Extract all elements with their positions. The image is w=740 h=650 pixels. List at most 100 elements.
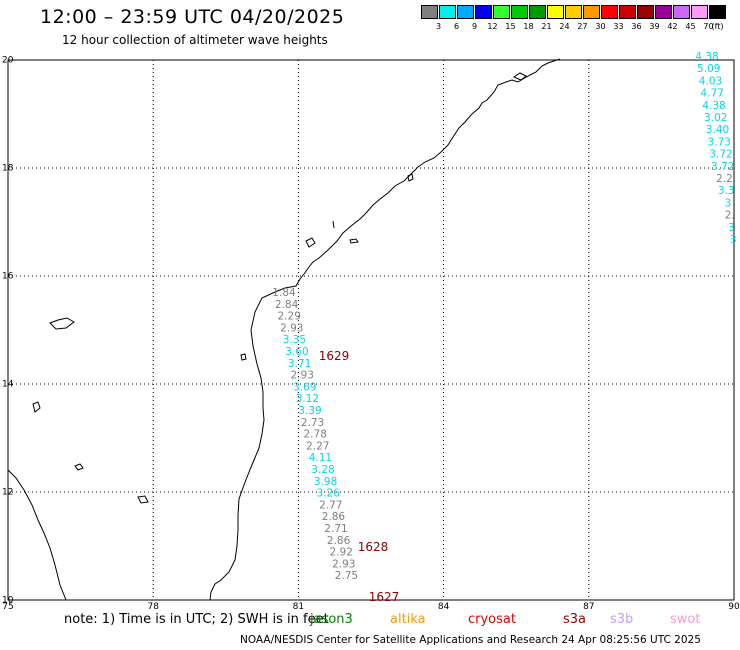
legend-label: 6	[453, 22, 460, 31]
legend-swatch	[637, 5, 654, 19]
longitude-label: 81	[293, 602, 304, 612]
wave-height-label: 3.60	[285, 346, 308, 358]
island-outline-small	[240, 353, 247, 361]
wave-height-label: 1.84	[272, 287, 296, 299]
wave-height-label: 2.27	[306, 440, 329, 452]
wave-height-label: 2.77	[319, 499, 342, 511]
legend-label: 18	[523, 22, 534, 31]
india-east-coastline	[209, 58, 561, 601]
wave-height-label: 2.86	[322, 511, 346, 523]
latitude-labels: 20 18 16 14 12 10	[2, 56, 14, 606]
wave-height-label: 3.02	[704, 112, 727, 124]
note-text: note: 1) Time is in UTC; 2) SWH is in fe…	[64, 612, 329, 627]
pass-time-label: 1628	[358, 540, 389, 554]
wave-height-label: 3.35	[283, 334, 306, 346]
legend-swatch	[583, 5, 600, 19]
legend-swatch	[619, 5, 636, 19]
island-outline-small	[74, 463, 84, 471]
legend-label: 33	[613, 22, 624, 31]
legend-swatch	[529, 5, 546, 19]
pass-time-label: 1629	[319, 349, 350, 363]
wave-height-label: 4.77	[701, 88, 724, 100]
wave-height-label: 3.26	[317, 488, 341, 500]
satellite-swot: swot	[670, 612, 701, 627]
island-outline-small	[349, 238, 359, 244]
wave-height-label: 3.72	[709, 149, 732, 161]
legend-swatch	[673, 5, 690, 19]
wave-height-label: 2.93	[280, 322, 303, 334]
longitude-label: 84	[438, 602, 450, 612]
longitude-label: 90	[728, 602, 740, 612]
wave-height-label: 5.09	[697, 63, 720, 75]
altimeter-track-east: 4.385.094.034.774.383.023.403.733.723.72…	[695, 51, 736, 246]
legend-label: 21	[541, 22, 552, 31]
island-outline-small	[32, 401, 41, 413]
maldives-island-outline	[49, 317, 75, 330]
wave-height-label: 2.	[725, 210, 735, 222]
wave-height-label: 3.71	[288, 358, 311, 370]
wave-height-label: 2.78	[304, 429, 327, 441]
satellite-altika: altika	[390, 612, 426, 627]
wave-height-label: 3.69	[293, 381, 316, 393]
wave-height-label: 3.12	[296, 393, 319, 405]
map-subtitle: 12 hour collection of altimeter wave hei…	[62, 33, 328, 47]
wave-height-label: 3.72	[711, 161, 734, 173]
latitude-label: 14	[2, 380, 14, 390]
legend-swatch	[709, 5, 726, 19]
wave-height-label: 2.73	[301, 417, 324, 429]
island-outline-small	[137, 495, 149, 504]
wave-height-label: 3.3	[718, 185, 735, 197]
satellite-cryosat: cryosat	[468, 612, 516, 627]
wave-height-label: 3	[728, 222, 735, 234]
island-outline-small	[407, 173, 414, 182]
longitude-label: 78	[147, 602, 159, 612]
satellite-s3b: s3b	[610, 612, 634, 627]
legend-swatch	[475, 5, 492, 19]
wave-height-label: 2.93	[332, 558, 355, 570]
wave-height-label: 2.84	[275, 299, 299, 311]
latitude-label: 20	[2, 56, 14, 66]
pass-time-label: 1627	[369, 590, 400, 604]
wave-height-label: 4.38	[702, 100, 725, 112]
sri-lanka-tip-coastline	[7, 469, 67, 601]
legend-label: 39	[649, 22, 660, 31]
legend-swatch	[691, 5, 708, 19]
legend-label: 45	[685, 22, 696, 31]
island-outline-small	[512, 72, 527, 81]
island-outline-small	[305, 237, 316, 248]
lat-lon-grid	[8, 60, 734, 600]
legend-label: 27	[577, 22, 588, 31]
legend-swatch	[547, 5, 564, 19]
wave-height-label: 3.39	[298, 405, 321, 417]
legend-label: (ft)	[711, 22, 724, 31]
wave-height-label: 3	[730, 234, 737, 246]
wave-height-label: 2.75	[335, 570, 358, 582]
wave-height-label: 2.2	[716, 173, 733, 185]
satellite-s3a: s3a	[563, 612, 587, 627]
latitude-label: 16	[2, 272, 14, 282]
wave-height-label: 2.92	[330, 547, 353, 559]
note-bar: note: 1) Time is in UTC; 2) SWH is in fe…	[0, 612, 740, 630]
legend-swatch	[565, 5, 582, 19]
wave-height-label: 4.38	[695, 51, 718, 63]
latitude-label: 18	[2, 164, 14, 174]
legend-swatch	[439, 5, 456, 19]
legend-swatch	[601, 5, 618, 19]
legend-label: 15	[505, 22, 516, 31]
longitude-labels: 75 78 81 84 87 90	[2, 602, 740, 612]
island-outline-small	[332, 220, 335, 229]
longitude-label: 87	[583, 602, 594, 612]
legend-swatch	[511, 5, 528, 19]
latitude-label: 12	[2, 488, 13, 498]
pass-time-labels: 1629 1628 1627	[319, 349, 400, 604]
satellite-jason3: jason3	[310, 612, 353, 627]
legend-label: 9	[471, 22, 478, 31]
legend-label: 3	[435, 22, 442, 31]
map-title: 12:00 – 23:59 UTC 04/20/2025	[40, 6, 345, 28]
legend-label: 12	[487, 22, 498, 31]
legend-swatch	[421, 5, 438, 19]
wave-height-label: 2.71	[324, 523, 347, 535]
wave-height-label: 3.28	[311, 464, 334, 476]
wave-height-label: 3.98	[314, 476, 337, 488]
